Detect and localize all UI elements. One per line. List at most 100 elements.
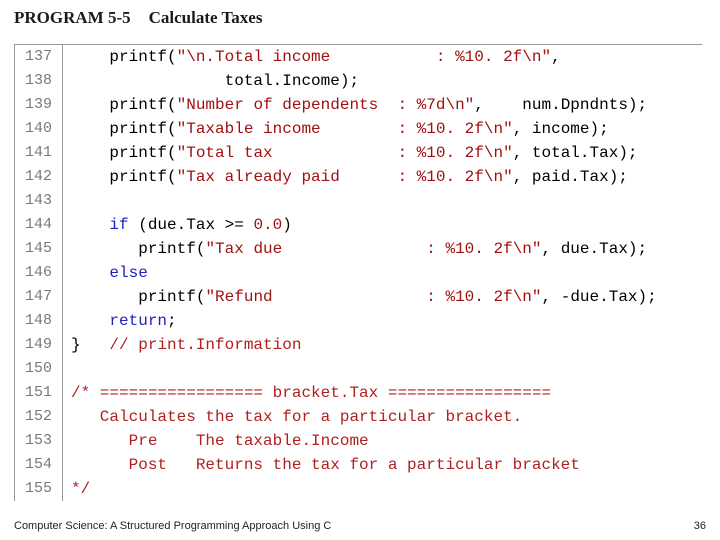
- token-id: due.Tax: [148, 213, 225, 237]
- token-pun: ): [282, 213, 292, 237]
- code-row: 149} // print.Information: [15, 333, 702, 357]
- code-row: 151/* ================= bracket.Tax ====…: [15, 381, 702, 405]
- token-id: [129, 213, 139, 237]
- token-pun: (: [167, 165, 177, 189]
- code-line: printf("Number of dependents : %7d\n", n…: [63, 93, 647, 117]
- token-id: num.Dpndnts: [522, 93, 628, 117]
- code-row: 148 return;: [15, 309, 702, 333]
- line-number: 137: [15, 45, 63, 69]
- token-pun: );: [638, 285, 657, 309]
- token-pun: ,: [542, 237, 561, 261]
- line-number: 138: [15, 69, 63, 93]
- line-number: 141: [15, 141, 63, 165]
- token-str: "Number of dependents : %7d\n": [177, 93, 475, 117]
- code-line: printf("Tax due : %10. 2f\n", due.Tax);: [63, 237, 647, 261]
- line-number: 154: [15, 453, 63, 477]
- program-title: Calculate Taxes: [149, 8, 263, 28]
- token-id: [71, 213, 109, 237]
- page-header: PROGRAM 5-5 Calculate Taxes: [0, 0, 720, 34]
- token-pun: ,: [513, 117, 532, 141]
- code-line: printf("\n.Total income : %10. 2f\n",: [63, 45, 561, 69]
- program-label: PROGRAM 5-5: [14, 8, 131, 28]
- token-id: printf: [71, 141, 167, 165]
- code-row: 137 printf("\n.Total income : %10. 2f\n"…: [15, 45, 702, 69]
- code-row: 153 Pre The taxable.Income: [15, 429, 702, 453]
- token-pun: );: [628, 237, 647, 261]
- token-str: "Refund : %10. 2f\n": [205, 285, 541, 309]
- code-listing: 137 printf("\n.Total income : %10. 2f\n"…: [14, 44, 702, 501]
- line-number: 149: [15, 333, 63, 357]
- code-row: 150: [15, 357, 702, 381]
- line-number: 147: [15, 285, 63, 309]
- token-num: 0.0: [253, 213, 282, 237]
- code-line: return;: [63, 309, 177, 333]
- token-str: "Tax due : %10. 2f\n": [205, 237, 541, 261]
- line-number: 143: [15, 189, 63, 213]
- token-pun: );: [609, 165, 628, 189]
- token-pun: (: [138, 213, 148, 237]
- token-pun: }: [71, 333, 109, 357]
- line-number: 155: [15, 477, 63, 501]
- line-number: 142: [15, 165, 63, 189]
- code-row: 147 printf("Refund : %10. 2f\n", -due.Ta…: [15, 285, 702, 309]
- token-pun: (: [196, 237, 206, 261]
- code-line: else: [63, 261, 148, 285]
- token-pun: (: [167, 45, 177, 69]
- token-cmt: */: [71, 477, 90, 501]
- line-number: 148: [15, 309, 63, 333]
- line-number: 153: [15, 429, 63, 453]
- token-kw: if: [109, 213, 128, 237]
- token-id: [71, 261, 109, 285]
- line-number: 144: [15, 213, 63, 237]
- line-number: 150: [15, 357, 63, 381]
- code-line: Post Returns the tax for a particular br…: [63, 453, 580, 477]
- code-line: */: [63, 477, 90, 501]
- token-id: printf: [71, 237, 196, 261]
- line-number: 146: [15, 261, 63, 285]
- token-cmt: /* ================= bracket.Tax =======…: [71, 381, 551, 405]
- token-str: "Total tax : %10. 2f\n": [177, 141, 513, 165]
- token-id: printf: [71, 285, 196, 309]
- token-pun: (: [196, 285, 206, 309]
- token-id: total.Tax: [532, 141, 618, 165]
- code-row: 140 printf("Taxable income : %10. 2f\n",…: [15, 117, 702, 141]
- code-row: 155 */: [15, 477, 702, 501]
- token-pun: ;: [167, 309, 177, 333]
- token-id: printf: [71, 165, 167, 189]
- token-cmt: Post Returns the tax for a particular br…: [71, 453, 580, 477]
- code-line: printf("Tax already paid : %10. 2f\n", p…: [63, 165, 628, 189]
- token-id: income: [532, 117, 590, 141]
- code-line: Calculates the tax for a particular brac…: [63, 405, 522, 429]
- token-pun: ,: [474, 93, 522, 117]
- code-row: 146 else: [15, 261, 702, 285]
- token-pun: (: [167, 117, 177, 141]
- token-pun: ,: [513, 165, 532, 189]
- page-footer: Computer Science: A Structured Programmi…: [14, 520, 706, 532]
- code-line: [63, 189, 71, 213]
- code-line: printf("Refund : %10. 2f\n", -due.Tax);: [63, 285, 657, 309]
- token-id: due.Tax: [570, 285, 637, 309]
- token-str: "\n.Total income : %10. 2f\n": [177, 45, 551, 69]
- code-row: 139 printf("Number of dependents : %7d\n…: [15, 93, 702, 117]
- code-line: total.Income);: [63, 69, 359, 93]
- line-number: 145: [15, 237, 63, 261]
- code-row: 138 total.Income);: [15, 69, 702, 93]
- token-pun: ,: [513, 141, 532, 165]
- code-line: if (due.Tax >= 0.0): [63, 213, 292, 237]
- token-id: paid.Tax: [532, 165, 609, 189]
- token-str: "Taxable income : %10. 2f\n": [177, 117, 513, 141]
- code-row: 154 Post Returns the tax for a particula…: [15, 453, 702, 477]
- token-pun: (: [167, 141, 177, 165]
- token-id: total.Income: [71, 69, 340, 93]
- code-line: } // print.Information: [63, 333, 301, 357]
- token-pun: ,: [551, 45, 561, 69]
- code-row: 142 printf("Tax already paid : %10. 2f\n…: [15, 165, 702, 189]
- token-id: printf: [71, 117, 167, 141]
- token-pun: );: [618, 141, 637, 165]
- code-line: printf("Taxable income : %10. 2f\n", inc…: [63, 117, 609, 141]
- code-row: 145 printf("Tax due : %10. 2f\n", due.Ta…: [15, 237, 702, 261]
- code-row: 144 if (due.Tax >= 0.0): [15, 213, 702, 237]
- token-id: [71, 309, 109, 333]
- footer-left: Computer Science: A Structured Programmi…: [14, 520, 331, 532]
- code-row: 143: [15, 189, 702, 213]
